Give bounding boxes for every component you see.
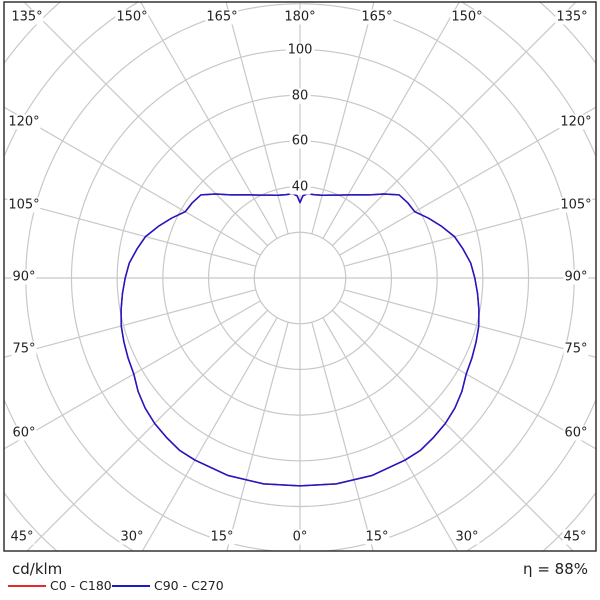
radial-tick-label: 60 (289, 133, 311, 149)
grid-spoke (141, 317, 278, 552)
angle-label: 45° (562, 529, 588, 545)
series-curve-1 (120, 193, 480, 487)
angle-label: 30° (119, 529, 145, 545)
angle-label: 60° (11, 425, 37, 441)
angle-label: 135° (10, 9, 44, 25)
grid-spoke (331, 309, 574, 552)
angle-label: 0° (291, 529, 309, 545)
angle-label: 30° (454, 529, 480, 545)
grid-spoke (225, 1, 289, 235)
angle-label: 165° (360, 9, 394, 25)
grid-spoke (3, 198, 257, 267)
grid-spoke (311, 1, 375, 235)
angle-label: 150° (450, 9, 484, 25)
grid-spoke (226, 321, 289, 552)
radial-tick-label: 100 (285, 42, 315, 58)
radial-tick-label: 80 (289, 88, 311, 104)
grid-spoke (311, 321, 374, 552)
grid-spoke (339, 106, 597, 256)
legend-label: C90 - C270 (154, 578, 224, 593)
grid-spoke (3, 289, 257, 358)
legend-item-c90: C90 - C270 (112, 578, 224, 593)
angle-label: 105° (7, 197, 41, 213)
angle-label: 120° (559, 114, 593, 130)
angle-label: 120° (7, 114, 41, 130)
grid-spoke (3, 300, 261, 450)
angle-label: 15° (364, 529, 390, 545)
grid-spoke (26, 309, 269, 552)
angle-label: 180° (283, 9, 317, 25)
angle-label: 90° (563, 269, 589, 285)
angle-label: 105° (559, 197, 593, 213)
plot-frame (3, 1, 597, 552)
unit-label: cd/klm (12, 560, 63, 578)
grid-circle (253, 231, 347, 325)
radial-tick-label: 40 (289, 179, 311, 195)
angle-label: 45° (9, 529, 35, 545)
grid-spoke (339, 300, 597, 450)
efficiency-label: η = 88% (523, 560, 588, 578)
grid-spoke (331, 1, 577, 247)
grid-spoke (343, 289, 597, 358)
angle-label: 75° (11, 341, 37, 357)
plot-area (3, 1, 597, 552)
angle-label: 60° (563, 425, 589, 441)
grid-circle (25, 3, 575, 552)
angle-label: 90° (11, 269, 37, 285)
angle-label: 150° (115, 9, 149, 25)
grid-circle (3, 1, 597, 552)
grid-spoke (23, 1, 269, 247)
grid-spoke (3, 106, 261, 256)
grid-spoke (322, 317, 459, 552)
legend-swatch (8, 584, 46, 587)
angle-label: 15° (209, 529, 235, 545)
angle-label: 75° (563, 341, 589, 357)
legend-label: C0 - C180 (50, 578, 112, 593)
legend-item-c0: C0 - C180 (8, 578, 112, 593)
grid-circle (3, 1, 597, 552)
angle-label: 135° (555, 9, 589, 25)
angle-label: 165° (205, 9, 239, 25)
legend-swatch (112, 584, 150, 587)
grid-spoke (343, 198, 597, 267)
